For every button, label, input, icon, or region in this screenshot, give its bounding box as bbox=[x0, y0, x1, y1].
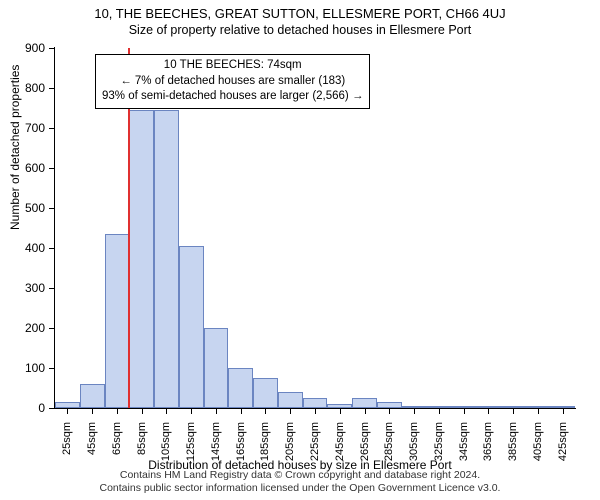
x-tick bbox=[365, 409, 366, 414]
x-tick bbox=[340, 409, 341, 414]
chart-area: 010020030040050060070080090025sqm45sqm65… bbox=[55, 48, 575, 408]
y-tick bbox=[49, 128, 54, 129]
y-tick bbox=[49, 368, 54, 369]
y-tick-label: 400 bbox=[15, 241, 45, 255]
histogram-bar bbox=[228, 368, 253, 408]
attribution-line-1: Contains HM Land Registry data © Crown c… bbox=[0, 469, 600, 483]
y-tick bbox=[49, 248, 54, 249]
y-tick bbox=[49, 48, 54, 49]
y-tick bbox=[49, 168, 54, 169]
x-tick bbox=[216, 409, 217, 414]
histogram-bar bbox=[154, 110, 179, 408]
histogram-bar bbox=[451, 406, 476, 408]
y-tick-label: 0 bbox=[15, 401, 45, 415]
histogram-bar bbox=[204, 328, 229, 408]
histogram-bar bbox=[179, 246, 204, 408]
annotation-line-1: 10 THE BEECHES: 74sqm bbox=[102, 58, 363, 74]
x-tick bbox=[538, 409, 539, 414]
x-tick bbox=[191, 409, 192, 414]
x-tick bbox=[414, 409, 415, 414]
histogram-bar bbox=[352, 398, 377, 408]
page-title: 10, THE BEECHES, GREAT SUTTON, ELLESMERE… bbox=[0, 0, 600, 21]
page-subtitle: Size of property relative to detached ho… bbox=[0, 21, 600, 37]
y-tick bbox=[49, 208, 54, 209]
x-tick bbox=[265, 409, 266, 414]
y-tick-label: 200 bbox=[15, 321, 45, 335]
histogram-plot: 010020030040050060070080090025sqm45sqm65… bbox=[55, 48, 575, 408]
histogram-bar bbox=[129, 110, 154, 408]
annotation-box: 10 THE BEECHES: 74sqm← 7% of detached ho… bbox=[95, 54, 370, 109]
histogram-bar bbox=[55, 402, 80, 408]
histogram-bar bbox=[253, 378, 278, 408]
x-tick bbox=[142, 409, 143, 414]
y-tick-label: 300 bbox=[15, 281, 45, 295]
x-tick bbox=[166, 409, 167, 414]
x-tick bbox=[439, 409, 440, 414]
y-tick bbox=[49, 328, 54, 329]
histogram-bar bbox=[501, 406, 526, 408]
histogram-bar bbox=[525, 406, 550, 408]
histogram-bar bbox=[327, 404, 352, 408]
y-tick-label: 800 bbox=[15, 81, 45, 95]
y-tick bbox=[49, 408, 54, 409]
y-axis-line bbox=[54, 47, 55, 409]
histogram-bar bbox=[377, 402, 402, 408]
x-tick bbox=[563, 409, 564, 414]
histogram-bar bbox=[303, 398, 328, 408]
y-tick-label: 900 bbox=[15, 41, 45, 55]
x-tick bbox=[92, 409, 93, 414]
histogram-bar bbox=[550, 406, 575, 408]
y-tick bbox=[49, 288, 54, 289]
x-tick bbox=[315, 409, 316, 414]
histogram-bar bbox=[402, 406, 427, 408]
annotation-line-3: 93% of semi-detached houses are larger (… bbox=[102, 89, 363, 105]
x-tick bbox=[464, 409, 465, 414]
y-tick-label: 100 bbox=[15, 361, 45, 375]
histogram-bar bbox=[278, 392, 303, 408]
attribution: Contains HM Land Registry data © Crown c… bbox=[0, 469, 600, 496]
histogram-bar bbox=[426, 406, 451, 408]
y-tick-label: 600 bbox=[15, 161, 45, 175]
x-tick bbox=[67, 409, 68, 414]
x-tick bbox=[389, 409, 390, 414]
x-tick bbox=[290, 409, 291, 414]
x-tick bbox=[513, 409, 514, 414]
x-tick bbox=[241, 409, 242, 414]
histogram-bar bbox=[80, 384, 105, 408]
x-tick bbox=[117, 409, 118, 414]
attribution-line-2: Contains public sector information licen… bbox=[0, 482, 600, 496]
annotation-line-2: ← 7% of detached houses are smaller (183… bbox=[102, 74, 363, 90]
y-tick bbox=[49, 88, 54, 89]
y-tick-label: 700 bbox=[15, 121, 45, 135]
x-tick bbox=[488, 409, 489, 414]
histogram-bar bbox=[105, 234, 130, 408]
histogram-bar bbox=[476, 406, 501, 408]
y-tick-label: 500 bbox=[15, 201, 45, 215]
